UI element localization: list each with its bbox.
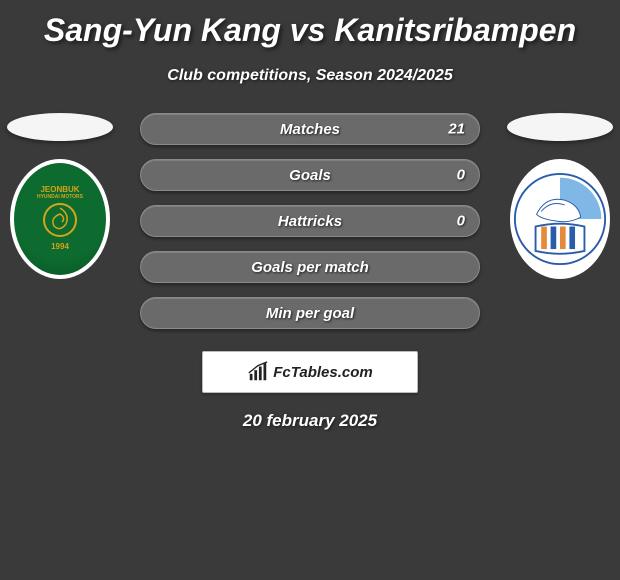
page-title: Sang-Yun Kang vs Kanitsribampen xyxy=(0,0,620,49)
stat-right-value: 0 xyxy=(457,167,465,184)
stat-bar: Matches 21 xyxy=(140,113,480,145)
stat-bars: Matches 21 Goals 0 Hattricks 0 Goals per… xyxy=(140,113,480,329)
stat-right-value: 21 xyxy=(448,121,465,138)
team-right-name-pill xyxy=(507,113,613,141)
stat-label: Hattricks xyxy=(278,213,342,230)
team-right-column xyxy=(500,113,620,279)
team-left-crest: JEONBUK HYUNDAI MOTORS 1994 xyxy=(10,159,110,279)
source-text: FcTables.com xyxy=(273,364,372,381)
stat-label: Goals xyxy=(289,167,331,184)
team-left-name-pill xyxy=(7,113,113,141)
stat-bar: Min per goal xyxy=(140,297,480,329)
subtitle: Club competitions, Season 2024/2025 xyxy=(0,67,620,85)
crest-left-swirl-icon xyxy=(40,200,80,240)
stat-label: Min per goal xyxy=(266,305,354,322)
crest-right-icon xyxy=(513,162,607,276)
date-text: 20 february 2025 xyxy=(0,411,620,431)
stat-bar: Goals 0 xyxy=(140,159,480,191)
stat-label: Goals per match xyxy=(251,259,369,276)
team-right-crest xyxy=(510,159,610,279)
chart-icon xyxy=(247,361,269,383)
stat-bar: Goals per match xyxy=(140,251,480,283)
stat-label: Matches xyxy=(280,121,340,138)
stat-bar: Hattricks 0 xyxy=(140,205,480,237)
comparison-area: JEONBUK HYUNDAI MOTORS 1994 xyxy=(0,113,620,431)
team-left-column: JEONBUK HYUNDAI MOTORS 1994 xyxy=(0,113,120,279)
crest-left-text: JEONBUK HYUNDAI MOTORS 1994 xyxy=(37,186,83,252)
crest-left-year: 1994 xyxy=(37,243,83,252)
stat-right-value: 0 xyxy=(457,213,465,230)
source-badge[interactable]: FcTables.com xyxy=(202,351,418,393)
